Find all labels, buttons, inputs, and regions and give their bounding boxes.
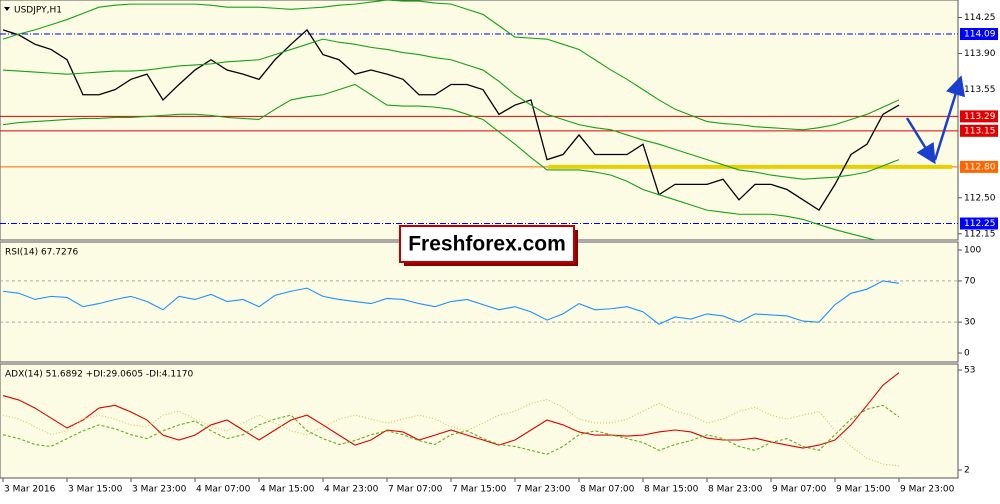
x-tick-label: 9 Mar 07:00 <box>772 485 827 495</box>
y-tick-label: 30 <box>964 318 976 328</box>
series-line <box>2 0 900 131</box>
series-line <box>2 83 878 240</box>
pane-title: RSI(14) 67.7276 <box>5 248 78 258</box>
level-label: 112.80 <box>964 162 996 172</box>
x-tick-label: 3 Mar 2016 <box>4 485 56 495</box>
arrow-down <box>905 117 936 165</box>
x-tick-label: 4 Mar 15:00 <box>260 485 315 495</box>
x-tick-label: 3 Mar 23:00 <box>132 485 187 495</box>
menu-triangle <box>4 7 10 11</box>
level-label-box <box>960 110 998 123</box>
y-tick-label: 114.25 <box>964 13 996 23</box>
y-tick-label: 0 <box>964 349 970 359</box>
plot-area <box>2 372 900 467</box>
plot-area <box>2 280 900 325</box>
x-tick-label: 8 Mar 15:00 <box>644 485 699 495</box>
x-tick-label: 4 Mar 23:00 <box>324 485 379 495</box>
adx-pane <box>0 363 959 479</box>
pane-title: ADX(14) 51.6892 +DI:29.0605 -DI:4.1170 <box>5 370 194 380</box>
y-tick-label: 112.15 <box>964 229 996 239</box>
y-tick-label: 53 <box>964 366 975 376</box>
y-tick-label: 113.90 <box>964 49 996 59</box>
price-pane <box>0 0 959 241</box>
pane-title: USDJPY,H1 <box>14 6 62 16</box>
level-label: 113.15 <box>964 126 996 136</box>
watermark: Freshforex.com <box>408 233 566 256</box>
level-label-box <box>960 160 998 173</box>
series-line <box>2 404 900 455</box>
y-tick-label: 112.50 <box>964 193 996 203</box>
level-label: 113.29 <box>964 112 996 122</box>
level-label-box <box>960 124 998 137</box>
x-tick-label: 8 Mar 07:00 <box>580 485 635 495</box>
x-tick-label: 7 Mar 23:00 <box>516 485 571 495</box>
watermark-box <box>399 225 575 263</box>
y-tick-label: 2 <box>964 465 970 475</box>
series-line <box>2 38 900 180</box>
y-tick-label: 70 <box>964 276 976 286</box>
level-label: 112.25 <box>964 219 996 229</box>
x-tick-label: 9 Mar 23:00 <box>900 485 955 495</box>
x-tick-label: 8 Mar 23:00 <box>708 485 763 495</box>
y-tick-label: 100 <box>964 246 981 256</box>
level-label: 114.09 <box>964 29 996 39</box>
x-tick-label: 4 Mar 07:00 <box>196 485 251 495</box>
series-line <box>2 28 900 212</box>
x-tick-label: 9 Mar 15:00 <box>836 485 891 495</box>
x-tick-label: 7 Mar 15:00 <box>452 485 507 495</box>
x-tick-label: 7 Mar 07:00 <box>388 485 443 495</box>
arrow-up <box>933 75 966 161</box>
level-label-box <box>960 217 998 230</box>
plot-area <box>0 0 958 240</box>
level-label-box <box>960 27 998 40</box>
x-tick-label: 3 Mar 15:00 <box>68 485 123 495</box>
series-line <box>2 280 900 325</box>
y-tick-label: 113.55 <box>964 85 996 95</box>
series-line <box>2 372 900 449</box>
